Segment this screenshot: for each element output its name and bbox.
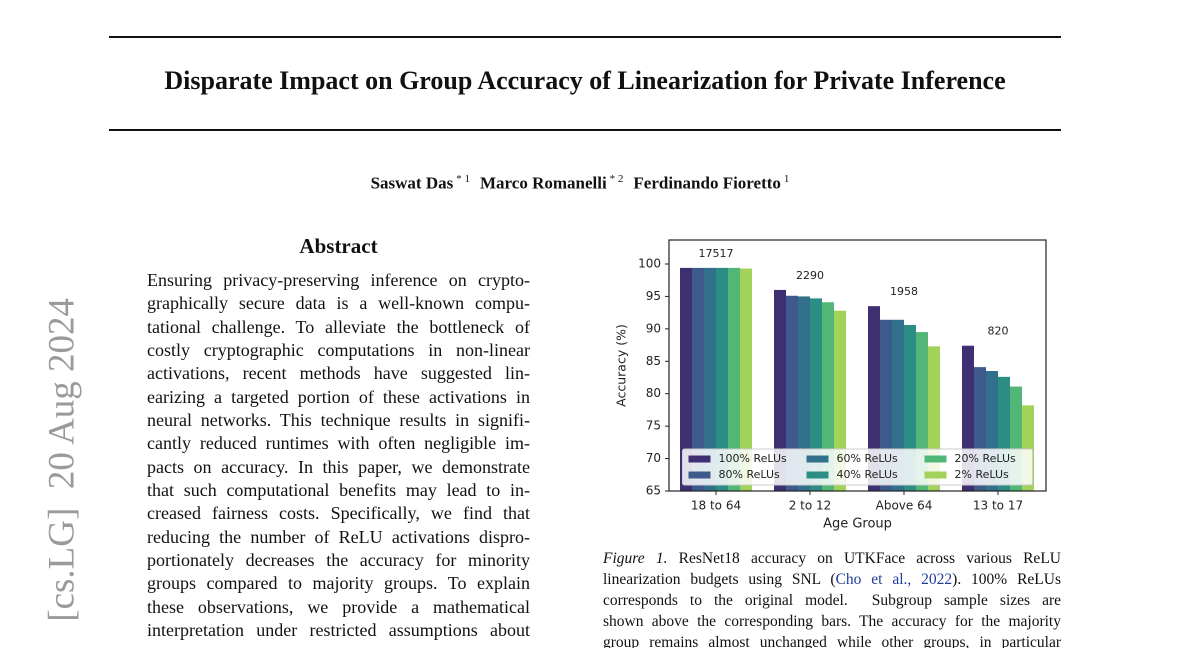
abstract-line: creased fairness costs. Specifically, we… [147,503,530,524]
author-affiliation: * 2 [609,173,624,185]
caption-line: linearization budgets using SNL (Cho et … [603,570,1061,590]
abstract-line: cantly reduced runtimes with often negli… [147,433,530,454]
bar [704,267,716,491]
abstract-line: neural networks. This technique results … [147,409,530,430]
abstract-line: Ensuring privacy-preserving inference on… [147,270,530,290]
author-name: Saswat Das [370,173,454,193]
author-name: Ferdinando Fioretto [633,173,781,193]
abstract-line: earizing a targeted portion of these act… [147,386,530,407]
caption-text: linearization budgets using SNL ( [603,571,836,588]
y-tick-label: 75 [646,419,661,433]
y-tick-label: 100 [638,256,661,270]
legend-label: 20% ReLUs [955,452,1016,465]
legend-label: 100% ReLUs [719,452,787,465]
legend-swatch [688,471,711,479]
legend-label: 80% ReLUs [719,468,780,481]
y-axis-label: Accuracy (%) [614,324,629,407]
y-tick-label: 80 [646,386,661,400]
bar [692,267,704,491]
bar [834,310,846,491]
authors: Saswat Das * 1 Marco Romanelli * 2 Ferdinand… [0,173,1170,194]
legend-swatch [806,455,829,463]
legend-label: 2% ReLUs [955,468,1009,481]
bar [868,306,880,491]
caption-text: ). 100% ReLUs [952,571,1061,588]
abstract-line: groups compared to majority groups. To e… [147,573,530,594]
x-tick-label: 13 to 17 [973,499,1023,513]
bar [740,268,752,491]
legend-swatch [924,455,947,463]
abstract-line: portionately decreases the accuracy for … [147,549,530,570]
abstract-line: activations, recent methods have suggest… [147,363,530,384]
bar [810,298,822,491]
abstract-line: pacts on accuracy. In this paper, we dem… [147,456,530,477]
legend-swatch [806,471,829,479]
legend-label: 60% ReLUs [837,452,898,465]
bar [728,267,740,491]
x-tick-label: 18 to 64 [691,499,741,513]
y-tick-label: 70 [646,451,661,465]
bar [680,267,692,491]
y-tick-label: 95 [646,289,661,303]
author-affiliation: 1 [783,173,790,185]
bar [774,289,786,491]
citation-link[interactable]: Cho et al., 2022 [835,571,953,588]
bar [798,296,810,491]
abstract-line: tational challenge. To alleviate the bot… [147,316,530,337]
bar [716,267,728,491]
paper-title: Disparate Impact on Group Accuracy of Li… [164,66,1006,95]
x-tick-label: Above 64 [876,499,933,513]
bar [786,295,798,491]
title-rule [109,129,1061,131]
y-tick-label: 85 [646,354,661,368]
x-axis-label: Age Group [823,517,892,532]
caption-label: Figure 1. [603,550,668,567]
legend-label: 40% ReLUs [837,468,898,481]
x-tick-label: 2 to 12 [789,499,832,513]
abstract-line: costly cryptographic computations in non… [147,339,530,360]
sample-size-label: 1958 [890,285,918,298]
legend-swatch [924,471,947,479]
caption-line: corresponds to the original model. Subgr… [603,592,1061,609]
arxiv-stamp: [cs.LG] 20 Aug 2024 [41,298,82,622]
abstract-line: these observations, we provide a mathema… [147,596,530,617]
caption-line: group remains almost unchanged while oth… [603,634,1061,648]
bar [892,319,904,491]
abstract-line: interpretation under restricted assumpti… [147,619,530,640]
bar [822,302,834,491]
author-name: Marco Romanelli [479,173,607,193]
author-affiliation: * 1 [456,173,470,185]
abstract-line: graphically secure data is a well-known … [147,293,530,314]
sample-size-label: 820 [988,325,1009,338]
abstract-line: that such computational benefits may lea… [147,479,530,500]
sample-size-label: 2290 [796,269,824,282]
y-tick-label: 90 [646,321,661,335]
bar [880,319,892,491]
legend-swatch [688,455,711,463]
caption-line: Figure 1. ResNet18 accuracy on UTKFace a… [603,549,1061,569]
sample-size-label: 17517 [699,247,734,260]
abstract-line: reducing the number of ReLU activations … [147,526,530,547]
caption-text: ResNet18 accuracy on UTKFace across vari… [667,550,1061,567]
y-tick-label: 65 [646,484,661,498]
top-rule [109,36,1061,38]
abstract-heading: Abstract [299,234,378,258]
plot-frame [668,239,1047,492]
caption-line: shown above the corresponding bars. The … [603,613,1061,630]
